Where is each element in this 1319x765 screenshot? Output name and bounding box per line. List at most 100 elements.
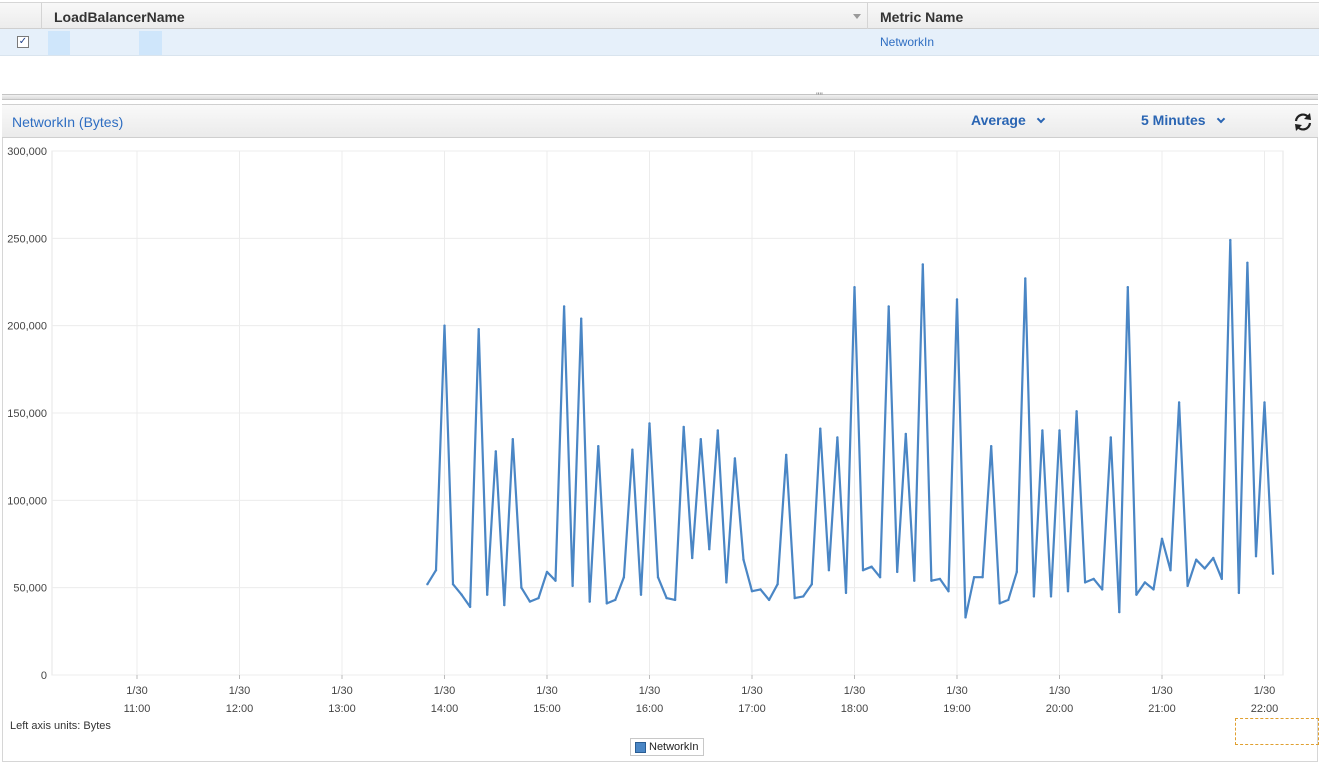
chart-toolbar: NetworkIn (Bytes) Average 5 Minutes — [2, 104, 1318, 138]
redacted-cell — [139, 31, 162, 55]
x-tick-date-label: 1/30 — [229, 685, 250, 697]
networkin-chart: 0 50,000 100,000 150,000 200,000 250,000 300,0… — [7, 146, 1284, 715]
data-point — [1195, 558, 1198, 561]
chart-title: NetworkIn (Bytes) — [12, 114, 124, 130]
x-tick-time-label: 13:00 — [328, 703, 356, 715]
data-point — [468, 605, 472, 609]
chevron-down-icon — [1216, 114, 1225, 124]
data-point — [460, 593, 463, 596]
series-line-networkin — [426, 238, 1275, 619]
x-tick-date-label: 1/30 — [536, 685, 557, 697]
x-tick-date-label: 1/30 — [1151, 685, 1172, 697]
data-point — [759, 588, 762, 591]
data-point — [1083, 581, 1087, 584]
data-point — [1058, 429, 1061, 432]
x-tick-time-label: 12:00 — [226, 703, 254, 715]
y-tick-label: 100,000 — [7, 495, 47, 507]
chart-area: 0 50,000 100,000 150,000 200,000 250,000 300,0… — [2, 138, 1318, 762]
metric-name-cell[interactable]: NetworkIn — [880, 35, 935, 49]
data-point — [511, 438, 514, 441]
x-tick-date-label: 1/30 — [434, 685, 455, 697]
data-point — [520, 586, 523, 589]
data-point — [1007, 598, 1010, 602]
table-row[interactable]: ✓ NetworkIn — [0, 29, 1319, 56]
data-point — [733, 457, 737, 460]
data-point — [1169, 569, 1172, 572]
data-point — [725, 581, 728, 584]
x-tick-date-label: 1/30 — [946, 685, 967, 697]
data-point — [1254, 555, 1258, 558]
data-point — [1024, 277, 1027, 280]
data-point — [708, 548, 711, 551]
data-point — [716, 429, 719, 432]
data-point — [1101, 588, 1104, 591]
period-value: 5 Minutes — [1141, 112, 1206, 128]
data-point — [1032, 595, 1036, 598]
data-point — [622, 576, 626, 579]
x-tick-date-label: 1/30 — [1254, 685, 1275, 697]
data-point — [776, 583, 779, 586]
row-checkbox[interactable]: ✓ — [17, 36, 29, 48]
x-tick-date-label: 1/30 — [331, 685, 352, 697]
data-point — [930, 579, 933, 582]
data-point — [486, 593, 489, 596]
column-separator — [41, 3, 42, 30]
x-tick-time-label: 16:00 — [636, 703, 664, 715]
panel-splitter[interactable]: '''' — [2, 91, 1318, 101]
y-tick-label: 150,000 — [7, 408, 47, 420]
refresh-icon[interactable] — [1292, 111, 1314, 133]
sort-arrow-icon[interactable] — [853, 14, 861, 19]
y-tick-label: 50,000 — [13, 583, 47, 595]
data-point — [1177, 401, 1181, 404]
left-axis-units: Left axis units: Bytes — [10, 720, 111, 732]
data-point — [878, 576, 882, 579]
y-tick-label: 250,000 — [7, 233, 47, 245]
data-point — [1041, 429, 1044, 432]
legend[interactable]: NetworkIn — [630, 738, 704, 756]
x-tick-time-label: 14:00 — [431, 703, 459, 715]
data-point — [503, 603, 506, 607]
statistic-dropdown[interactable]: Average — [971, 112, 1045, 128]
data-point — [682, 425, 685, 429]
column-separator — [867, 3, 868, 30]
data-point — [554, 579, 557, 582]
data-point — [1271, 572, 1275, 575]
period-dropdown[interactable]: 5 Minutes — [1141, 112, 1225, 128]
grip-icon[interactable]: '''' — [816, 91, 823, 101]
data-point — [1092, 577, 1095, 581]
data-point — [1229, 238, 1232, 242]
data-point — [648, 422, 651, 425]
x-tick-time-label: 22:00 — [1251, 703, 1279, 715]
data-point — [947, 590, 950, 593]
redacted-cell — [48, 31, 70, 55]
column-header-loadbalancername[interactable]: LoadBalancerName — [54, 9, 185, 25]
data-point — [896, 570, 899, 574]
data-point — [802, 595, 805, 598]
data-point — [571, 584, 574, 588]
data-point — [921, 263, 924, 266]
data-point — [545, 570, 549, 574]
data-point — [844, 591, 848, 595]
column-header-metric-name[interactable]: Metric Name — [880, 9, 964, 25]
data-point — [1263, 401, 1266, 404]
resize-handle[interactable] — [1235, 718, 1319, 745]
data-point — [528, 600, 532, 603]
data-point — [434, 569, 438, 572]
data-point — [981, 576, 984, 579]
data-point — [665, 596, 668, 600]
data-point — [477, 328, 480, 331]
data-point — [426, 583, 429, 586]
data-point — [451, 583, 455, 586]
data-point — [913, 579, 916, 582]
data-point — [870, 565, 873, 568]
data-point — [639, 593, 643, 596]
data-point — [819, 427, 822, 430]
data-point — [1118, 610, 1121, 614]
data-point — [750, 590, 754, 593]
data-point — [494, 450, 497, 453]
data-point — [767, 598, 771, 602]
data-point — [955, 298, 959, 301]
legend-swatch — [635, 741, 646, 753]
data-point — [1212, 556, 1215, 560]
data-point — [793, 596, 796, 600]
